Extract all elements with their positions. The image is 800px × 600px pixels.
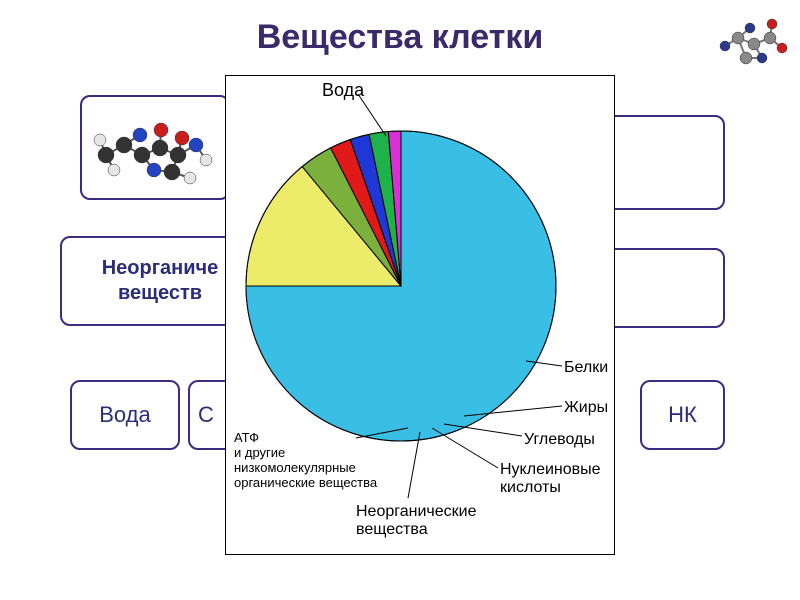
card-bottom-c-prefix: С: [198, 402, 214, 428]
card-bottom-water-label: Вода: [99, 402, 151, 428]
molecule-icon: [86, 100, 224, 195]
card-bottom-nk: НК: [640, 380, 725, 450]
molecule-corner-icon: [710, 8, 790, 66]
pie-label: органические вещества: [234, 475, 378, 490]
pie-label: Белки: [564, 359, 608, 376]
pie-label: и другие: [234, 445, 285, 460]
pie-label: кислоты: [500, 479, 561, 496]
card-mid-left-line2: веществ: [118, 282, 202, 304]
card-bottom-nk-label: НК: [668, 402, 697, 428]
card-bottom-water: Вода: [70, 380, 180, 450]
pie-label: низкомолекулярные: [234, 460, 356, 475]
pie-label: Вода: [322, 80, 365, 100]
pie-label: вещества: [356, 521, 428, 538]
pie-chart-panel: Вода Белки Жиры Углеводы Нуклеиновыекислоты Н…: [225, 75, 615, 555]
pie-label: Неорганические: [356, 503, 477, 520]
pie-label: Углеводы: [524, 431, 595, 448]
pie-chart: Вода Белки Жиры Углеводы Нуклеиновыекислоты Н…: [226, 76, 614, 554]
card-mid-left-line1: Неорганиче: [102, 257, 219, 279]
pie-label: Нуклеиновые: [500, 461, 601, 478]
page-title: Вещества клетки: [0, 18, 800, 57]
stage: Вещества клетки ва а Неорганиче веществ …: [0, 0, 800, 600]
pie-label: Жиры: [564, 399, 608, 416]
pie-label: АТФ: [234, 430, 259, 445]
card-molecule: [80, 95, 230, 200]
